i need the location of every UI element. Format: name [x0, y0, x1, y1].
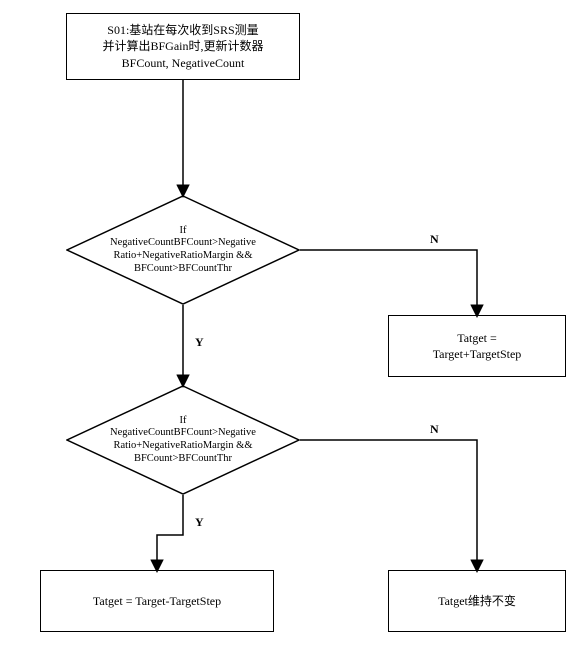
process-r1: Tatget =Target+TargetStep — [388, 315, 566, 377]
process-r3: Tatget维持不变 — [388, 570, 566, 632]
process-r3-text: Tatget维持不变 — [438, 593, 516, 609]
decision-2-text: IfNegativeCountBFCount>NegativeRatio+Neg… — [110, 415, 256, 465]
process-r2: Tatget = Target-TargetStep — [40, 570, 274, 632]
decision-1-text: IfNegativeCountBFCount>NegativeRatio+Neg… — [110, 225, 256, 275]
process-s01-text: S01:基站在每次收到SRS测量并计算出BFGain时,更新计数器BFCount… — [102, 22, 263, 71]
process-r2-text: Tatget = Target-TargetStep — [93, 593, 221, 609]
edge-label-y1: Y — [195, 335, 204, 350]
decision-1: IfNegativeCountBFCount>NegativeRatio+Neg… — [66, 195, 300, 305]
process-s01: S01:基站在每次收到SRS测量并计算出BFGain时,更新计数器BFCount… — [66, 13, 300, 80]
edge-label-n2: N — [430, 422, 439, 437]
edge-label-n1: N — [430, 232, 439, 247]
process-r1-text: Tatget =Target+TargetStep — [433, 330, 522, 362]
decision-2: IfNegativeCountBFCount>NegativeRatio+Neg… — [66, 385, 300, 495]
edge-label-y2: Y — [195, 515, 204, 530]
